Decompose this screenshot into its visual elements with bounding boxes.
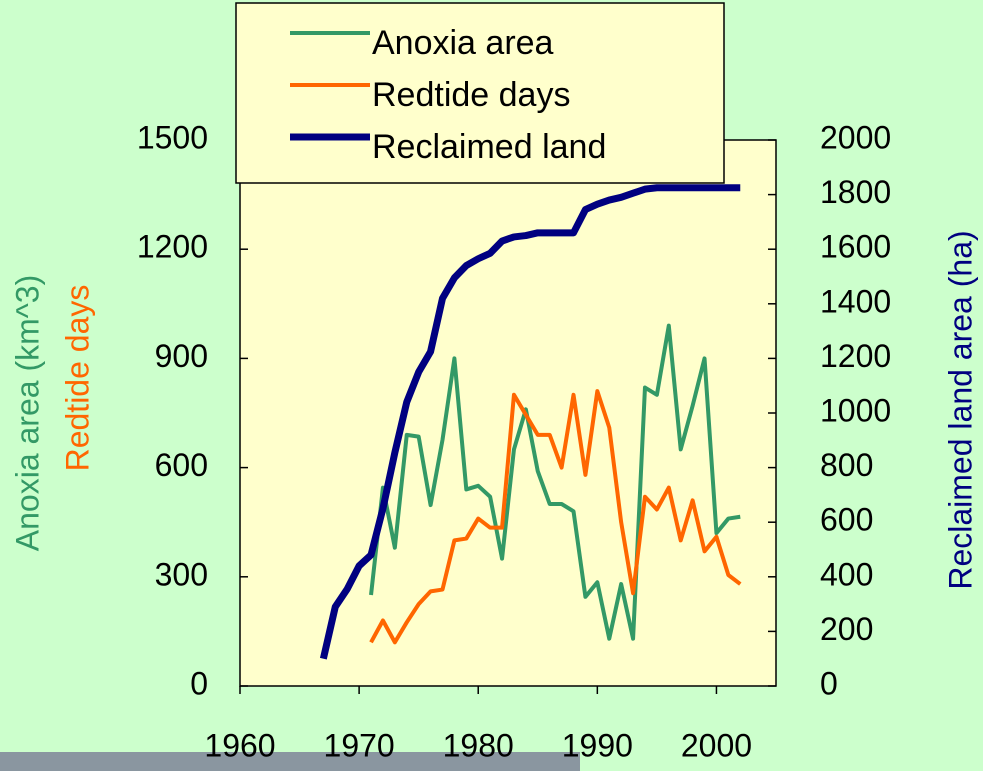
- y2-tick-label: 600: [820, 502, 873, 538]
- y2-tick-label: 2000: [820, 119, 891, 155]
- y-axis-title-2: Redtide days: [59, 285, 95, 472]
- y2-tick-label: 400: [820, 556, 873, 592]
- y-tick-label: 0: [190, 665, 208, 701]
- y2-axis-title: Reclaimed land area (ha): [942, 230, 978, 589]
- y-tick-label: 1200: [137, 229, 208, 265]
- y2-tick-label: 0: [820, 665, 838, 701]
- y-axis-title: Anoxia area (km^3): [9, 275, 45, 551]
- y2-tick-label: 1000: [820, 392, 891, 428]
- plot-area: [240, 140, 776, 686]
- legend-label: Redtide days: [372, 76, 570, 114]
- y2-tick-label: 1200: [820, 338, 891, 374]
- y2-tick-label: 1600: [820, 229, 891, 265]
- x-tick-label: 1990: [562, 727, 633, 763]
- x-tick-label: 1960: [204, 727, 275, 763]
- x-tick-label: 1970: [324, 727, 395, 763]
- y-tick-label: 1500: [137, 119, 208, 155]
- y2-tick-label: 1800: [820, 174, 891, 210]
- y2-tick-label: 200: [820, 611, 873, 647]
- chart: 0 300 600 900 1200 1500 0 200 400 600 800 1000 1200 1…: [0, 0, 983, 771]
- y2-tick-label: 800: [820, 447, 873, 483]
- x-tick-label: 2000: [681, 727, 752, 763]
- y-tick-label: 900: [155, 338, 208, 374]
- legend-label: Reclaimed land: [372, 128, 606, 166]
- y2-tick-label: 1400: [820, 283, 891, 319]
- x-tick-label: 1980: [443, 727, 514, 763]
- y-tick-label: 600: [155, 447, 208, 483]
- legend-label: Anoxia area: [372, 24, 554, 62]
- y-tick-label: 300: [155, 556, 208, 592]
